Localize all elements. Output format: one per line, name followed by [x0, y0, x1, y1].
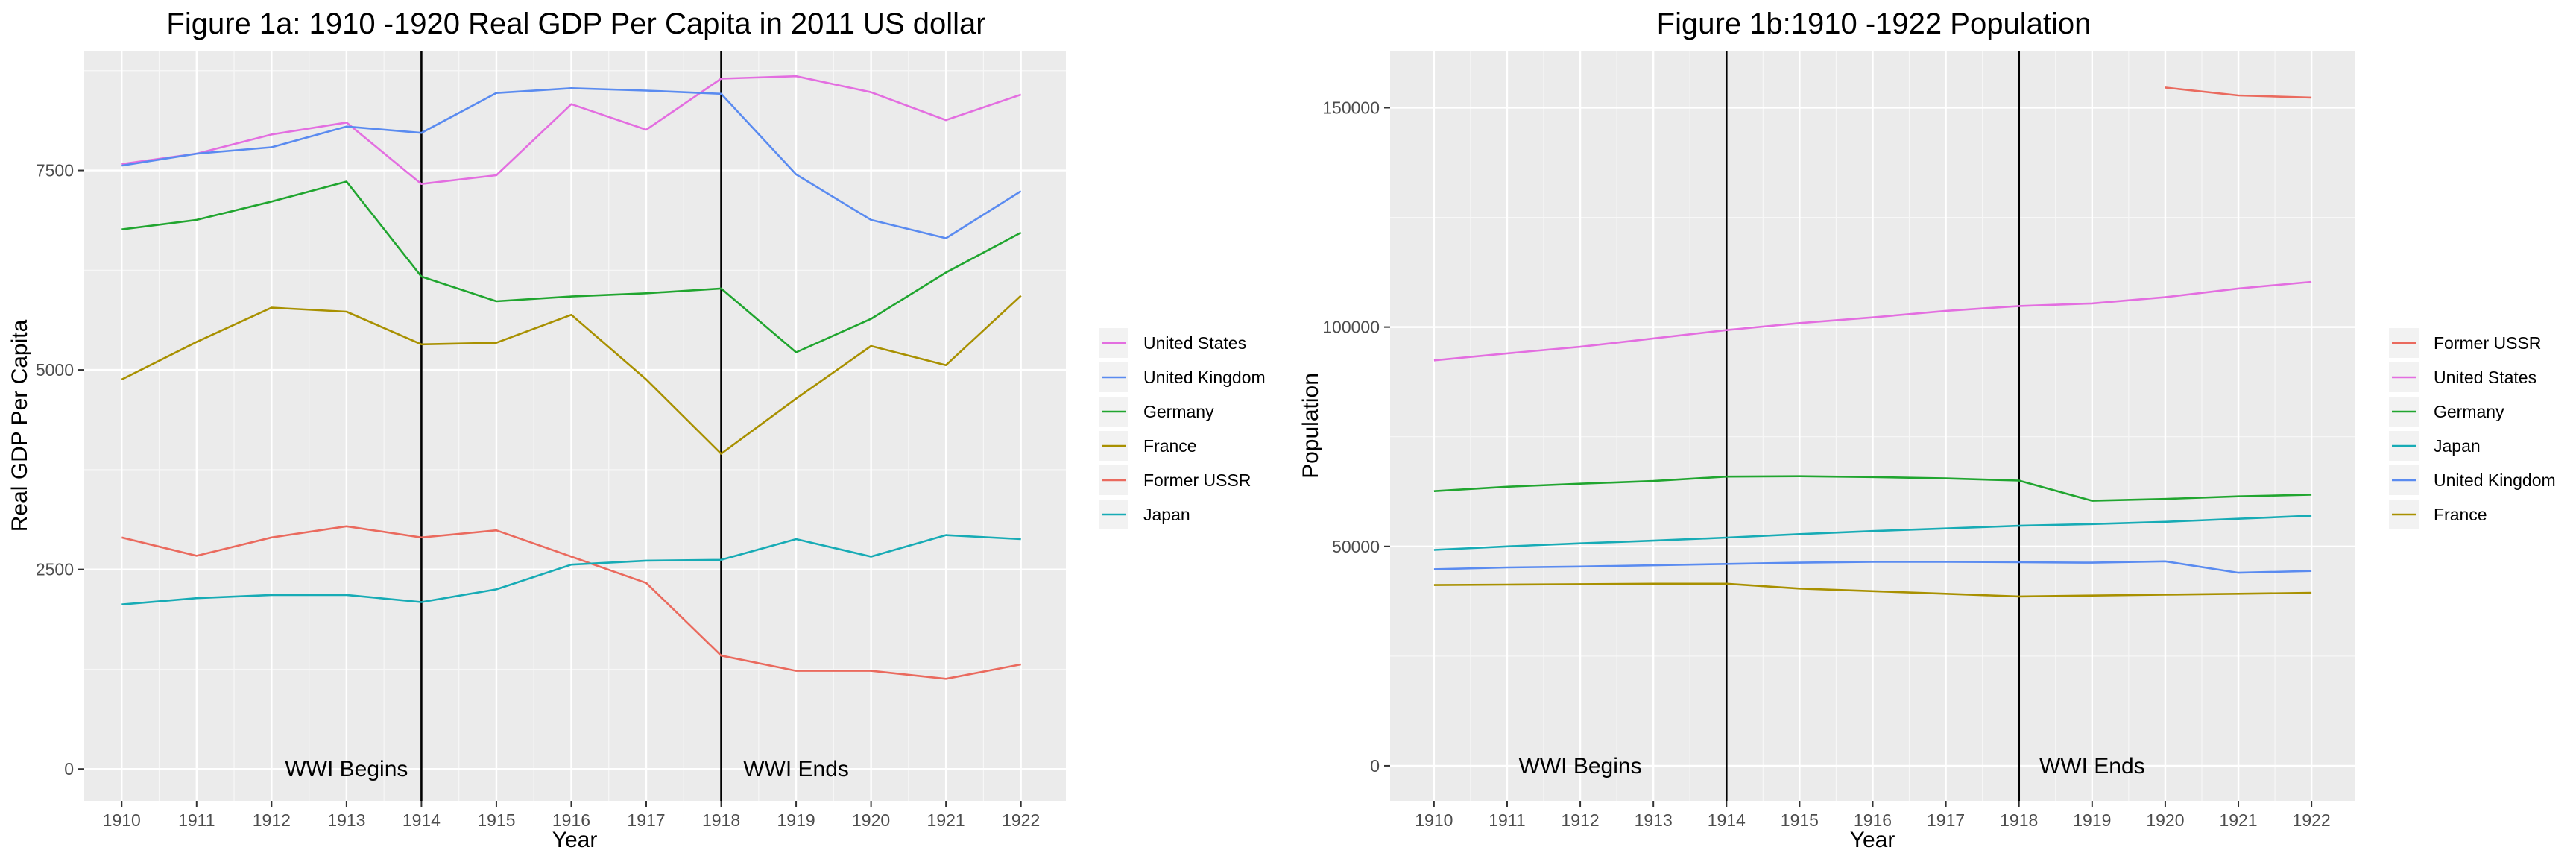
population-legend-label: France	[2434, 505, 2487, 524]
gdp-legend-label: United Kingdom	[1143, 368, 1266, 387]
population-legend: Former USSR United States Germany Japan Unit…	[2389, 328, 2556, 529]
population-series-germany	[1433, 475, 2312, 502]
population-series-former-ussr	[2165, 86, 2312, 99]
population-y-tick-label: 100000	[1322, 318, 1380, 337]
population-annotation: WWI Begins	[1519, 754, 1642, 778]
population-series-lines	[1433, 86, 2312, 598]
gdp-legend: United States United Kingdom Germany France…	[1099, 328, 1266, 529]
population-x-tick-label: 1914	[1708, 811, 1746, 830]
population-legend-label: Germany	[2434, 402, 2504, 421]
gdp-annotations: WWI Begins WWI Ends	[285, 757, 849, 781]
gdp-x-tick-label: 1915	[477, 811, 515, 830]
gdp-y-tick-label: 5000	[36, 360, 74, 380]
population-x-tick-label: 1921	[2219, 811, 2257, 830]
gdp-x-tick-label: 1917	[627, 811, 665, 830]
population-legend-label: United States	[2434, 368, 2536, 387]
gdp-legend-label: Germany	[1143, 402, 1214, 421]
gdp-series-united-states	[121, 75, 1022, 185]
population-chart: Figure 1b:1910 -1922 Population WWI Begi…	[1298, 7, 2556, 852]
population-chart-title: Figure 1b:1910 -1922 Population	[1657, 7, 2092, 40]
population-x-tick-label: 1910	[1415, 811, 1453, 830]
gdp-annotation: WWI Begins	[285, 757, 408, 781]
gdp-wwi-lines	[420, 51, 722, 801]
gdp-x-tick-label: 1913	[327, 811, 365, 830]
gdp-series-germany	[121, 180, 1022, 353]
population-annotations: WWI Begins WWI Ends	[1519, 754, 2145, 778]
gdp-series-united-kingdom	[121, 87, 1022, 239]
gdp-y-axis-title: Real GDP Per Capita	[7, 319, 32, 532]
population-x-axis-title: Year	[1850, 828, 1895, 852]
gdp-x-tick-label: 1922	[1002, 811, 1040, 830]
population-x-tick-label: 1918	[2000, 811, 2038, 830]
gdp-series-france	[121, 295, 1022, 455]
population-x-tick-label: 1916	[1854, 811, 1892, 830]
gdp-x-tick-label: 1916	[552, 811, 590, 830]
gdp-y-tick-label: 7500	[36, 161, 74, 180]
population-x-axis-ticks: 1910 1911 1912 1913 1914 1915 1916 1917 1918 1919…	[1415, 801, 2331, 830]
gdp-y-axis-ticks: 0 2500 5000 7500	[36, 161, 84, 778]
gdp-series-japan	[121, 534, 1021, 605]
gdp-series-lines	[121, 75, 1022, 680]
gdp-annotation: WWI Ends	[743, 757, 849, 781]
population-x-tick-label: 1911	[1489, 811, 1525, 830]
population-x-tick-label: 1913	[1635, 811, 1673, 830]
population-series-japan	[1433, 515, 2312, 551]
population-x-tick-label: 1920	[2146, 811, 2184, 830]
gdp-x-axis-ticks: 1910 1911 1912 1913 1914 1915 1916 1917 1918 1919…	[103, 801, 1040, 830]
population-wwi-lines	[1725, 51, 2021, 801]
gdp-x-tick-label: 1920	[852, 811, 890, 830]
gdp-plot-panel	[84, 51, 1066, 801]
gdp-series-former-ussr	[121, 525, 1021, 680]
population-legend-label: United Kingdom	[2434, 471, 2556, 490]
gdp-x-tick-label: 1918	[702, 811, 740, 830]
population-y-tick-label: 0	[1370, 756, 1380, 775]
gdp-legend-label: France	[1143, 436, 1197, 456]
gdp-x-axis-title: Year	[552, 828, 598, 852]
population-x-tick-label: 1919	[2073, 811, 2111, 830]
gdp-legend-label: Former USSR	[1143, 471, 1251, 490]
population-y-tick-label: 50000	[1332, 537, 1380, 556]
gdp-legend-label: United States	[1143, 333, 1246, 353]
population-x-tick-label: 1917	[1927, 811, 1965, 830]
gdp-x-tick-label: 1910	[103, 811, 141, 830]
gdp-x-tick-label: 1912	[253, 811, 291, 830]
gdp-x-tick-label: 1919	[777, 811, 815, 830]
population-series-france	[1433, 582, 2312, 598]
gdp-chart-title: Figure 1a: 1910 -1920 Real GDP Per Capit…	[166, 7, 985, 40]
population-y-axis-title: Population	[1298, 373, 1323, 479]
gdp-x-tick-label: 1921	[927, 811, 965, 830]
population-y-axis-ticks: 0 50000 100000 150000	[1322, 98, 1390, 775]
population-x-tick-label: 1922	[2293, 811, 2331, 830]
population-legend-label: Japan	[2434, 436, 2481, 456]
gdp-x-tick-label: 1911	[178, 811, 215, 830]
gdp-legend-label: Japan	[1143, 505, 1190, 524]
population-series-united-kingdom	[1433, 560, 2312, 574]
gdp-chart: Figure 1a: 1910 -1920 Real GDP Per Capit…	[7, 7, 1266, 852]
population-legend-label: Former USSR	[2434, 333, 2541, 353]
gdp-y-tick-label: 2500	[36, 560, 74, 579]
population-series-united-states	[1433, 280, 2312, 362]
gdp-y-tick-label: 0	[64, 759, 74, 778]
population-gridlines	[1390, 51, 2355, 801]
population-x-tick-label: 1912	[1561, 811, 1599, 830]
gdp-x-tick-label: 1914	[402, 811, 441, 830]
population-annotation: WWI Ends	[2039, 754, 2145, 778]
population-y-tick-label: 150000	[1322, 98, 1380, 117]
population-x-tick-label: 1915	[1781, 811, 1819, 830]
